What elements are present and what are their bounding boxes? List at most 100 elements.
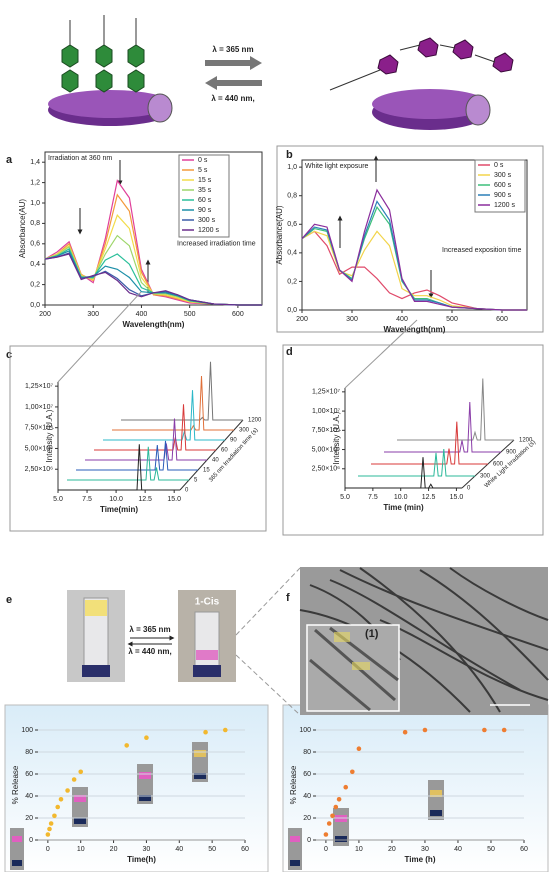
y-tick-label: 40 bbox=[303, 793, 311, 800]
data-point bbox=[501, 727, 507, 733]
legend-label: 0 s bbox=[494, 162, 504, 169]
chromatogram-trace bbox=[58, 444, 180, 491]
chart-title: White light exposure bbox=[305, 163, 369, 170]
data-point bbox=[350, 769, 355, 775]
chromatogram-trace bbox=[103, 390, 225, 441]
data-point bbox=[422, 727, 428, 733]
legend-label: 600 s bbox=[494, 182, 512, 189]
x-axis-label: Wavelength(nm) bbox=[384, 325, 446, 334]
x-tick-label: 0 bbox=[46, 846, 50, 853]
panel-frame bbox=[282, 344, 544, 536]
z-tick-label: 0 bbox=[185, 488, 189, 494]
x-tick-label: 40 bbox=[454, 846, 462, 853]
x-tick-label: 300 bbox=[346, 316, 358, 323]
y-tick-label: 1,4 bbox=[30, 159, 40, 166]
x-tick-label: 7.5 bbox=[82, 496, 92, 503]
photo-backward: λ = 440 nm, bbox=[128, 647, 171, 656]
y-tick-label: 7,50×10⁶ bbox=[312, 427, 340, 434]
plot-frame bbox=[44, 151, 263, 306]
x-tick-label: 10.0 bbox=[109, 496, 123, 503]
x-tick-label: 50 bbox=[208, 846, 216, 853]
y-tick-label: 2,50×10⁶ bbox=[312, 466, 340, 473]
x-tick-label: 15.0 bbox=[450, 494, 464, 501]
legend-label: 90 s bbox=[198, 207, 212, 214]
x-axis-label: Time(h) bbox=[127, 855, 156, 864]
legend-label: 300 s bbox=[494, 172, 512, 179]
x-tick-label: 50 bbox=[487, 846, 495, 853]
legend-label: 35 s bbox=[198, 187, 212, 194]
scheme-arrows: λ = 365 nm λ = 440 nm, bbox=[205, 45, 262, 103]
x-tick-label: 200 bbox=[296, 316, 308, 323]
legend-label: 1200 s bbox=[198, 227, 220, 234]
panel-frame bbox=[276, 145, 544, 333]
annotation-arrows bbox=[77, 155, 434, 299]
spectrum-line bbox=[301, 230, 527, 311]
chart-title: Irradiation at 360 nm bbox=[48, 155, 112, 162]
y-axis-label: Intensity (U.A.) bbox=[45, 409, 54, 462]
data-point bbox=[78, 769, 84, 775]
x-tick-label: 300 bbox=[87, 311, 99, 318]
scheme-forward: λ = 365 nm bbox=[212, 45, 253, 54]
scheme-backward: λ = 440 nm, bbox=[211, 94, 254, 103]
y-tick-label: 1,0 bbox=[287, 164, 297, 171]
z-tick-label: 1200 bbox=[519, 438, 533, 444]
chromatogram-trace bbox=[371, 421, 488, 465]
y-tick-label: 1,25×10⁷ bbox=[312, 389, 340, 396]
y-tick-label: 0,4 bbox=[287, 250, 297, 257]
x-axis-label: Time (min) bbox=[383, 503, 424, 512]
y-tick-label: 1,0 bbox=[30, 200, 40, 207]
tem-image bbox=[299, 567, 549, 715]
z-tick-label: 300 bbox=[239, 428, 250, 434]
y-tick-label: 1,2 bbox=[30, 179, 40, 186]
x-tick-label: 60 bbox=[241, 846, 249, 853]
x-tick-label: 400 bbox=[136, 311, 148, 318]
y-tick-label: 0,0 bbox=[287, 307, 297, 314]
panel-label: e bbox=[6, 594, 12, 606]
chromatogram-trace bbox=[67, 446, 189, 481]
panel-label: b bbox=[286, 149, 293, 161]
chromatogram-trace bbox=[112, 375, 234, 431]
legend-label: 300 s bbox=[198, 217, 216, 224]
x-tick-label: 500 bbox=[446, 316, 458, 323]
data-point bbox=[71, 777, 77, 782]
chromatogram-trace bbox=[384, 401, 501, 453]
z-tick-label: 15 bbox=[203, 468, 210, 474]
y-tick-label: 100 bbox=[299, 727, 311, 734]
chromatogram-trace bbox=[345, 457, 462, 489]
z-tick-label: 1200 bbox=[248, 418, 262, 424]
y-axis-label: Absorbance(AU) bbox=[275, 205, 284, 264]
panel-label: a bbox=[6, 154, 13, 166]
x-tick-label: 0 bbox=[324, 846, 328, 853]
x-tick-label: 10.0 bbox=[394, 494, 408, 501]
y-tick-label: 2,50×10⁶ bbox=[25, 466, 53, 473]
x-tick-label: 400 bbox=[396, 316, 408, 323]
y-axis-label: Absorbance(AU) bbox=[18, 199, 27, 258]
x-tick-label: 20 bbox=[110, 846, 118, 853]
y-tick-label: 0,4 bbox=[30, 261, 40, 268]
y-tick-label: 20 bbox=[25, 815, 33, 822]
y-tick-label: 60 bbox=[303, 771, 311, 778]
legend-label: 0 s bbox=[198, 157, 208, 164]
z-tick-label: 40 bbox=[212, 458, 219, 464]
x-tick-label: 20 bbox=[388, 846, 396, 853]
x-axis-label: Time(min) bbox=[100, 505, 138, 514]
chromatogram-trace bbox=[94, 404, 216, 451]
annotation: Increased exposition time bbox=[442, 247, 521, 254]
data-point bbox=[402, 729, 408, 735]
z-tick-label: 900 bbox=[506, 450, 517, 456]
y-tick-label: 1,00×10⁷ bbox=[25, 404, 53, 411]
spectrum-line bbox=[44, 253, 262, 306]
data-point bbox=[323, 832, 329, 837]
data-point bbox=[124, 743, 130, 748]
chromatogram-trace bbox=[85, 418, 207, 461]
x-tick-label: 15.0 bbox=[167, 496, 181, 503]
z-axis-label: White Light Irradiation (s) bbox=[484, 439, 537, 489]
x-tick-label: 10 bbox=[77, 846, 85, 853]
panel-background bbox=[282, 704, 549, 872]
x-axis-label: Wavelength(nm) bbox=[123, 320, 185, 329]
data-point bbox=[144, 735, 149, 740]
z-tick-label: 60 bbox=[221, 448, 228, 454]
y-tick-label: 80 bbox=[25, 749, 33, 756]
data-point bbox=[330, 813, 335, 819]
x-tick-label: 5.0 bbox=[340, 494, 350, 501]
